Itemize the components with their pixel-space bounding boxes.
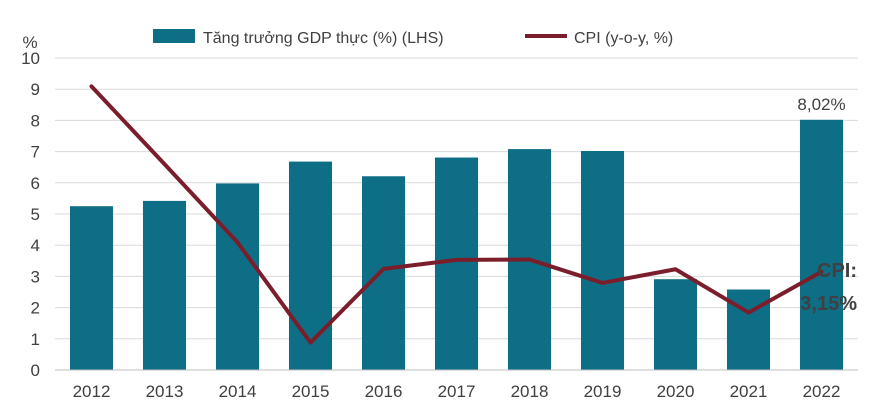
cpi-label-value: 3,15% xyxy=(800,293,857,315)
y-tick-label: 10 xyxy=(21,49,40,68)
gdp-bar xyxy=(215,183,260,370)
legend-swatch-gdp xyxy=(153,29,195,43)
x-tick-label: 2022 xyxy=(803,382,841,401)
bar-series xyxy=(69,119,844,370)
x-tick-label: 2015 xyxy=(292,382,330,401)
y-tick-label: 4 xyxy=(31,236,40,255)
x-tick-label: 2017 xyxy=(438,382,476,401)
y-tick-label: 1 xyxy=(31,330,40,349)
y-tick-label: 9 xyxy=(31,80,40,99)
gdp-bar xyxy=(288,161,333,370)
cpi-point xyxy=(163,162,166,166)
legend: Tăng trưởng GDP thực (%) (LHS) CPI (y-o-y… xyxy=(153,29,673,47)
cpi-point xyxy=(236,240,239,244)
gdp-bar xyxy=(653,279,698,370)
cpi-label-title: CPI: xyxy=(817,260,857,282)
y-tick-label: 7 xyxy=(31,143,40,162)
legend-label-cpi: CPI (y-o-y, %) xyxy=(574,30,673,47)
gdp-bar xyxy=(69,206,114,370)
x-tick-label: 2019 xyxy=(584,382,622,401)
x-tick-label: 2013 xyxy=(146,382,184,401)
last-bar-value-label: 8,02% xyxy=(797,95,845,114)
x-tick-label: 2020 xyxy=(657,382,695,401)
annotations: 8,02% CPI: 3,15% xyxy=(797,95,857,315)
gdp-bar xyxy=(580,150,625,370)
gdp-bar xyxy=(434,157,479,370)
y-tick-label: 8 xyxy=(31,111,40,130)
cpi-point xyxy=(382,267,385,271)
cpi-point xyxy=(747,311,750,315)
cpi-point xyxy=(455,258,458,262)
gdp-bar xyxy=(799,119,844,370)
y-tick-label: 2 xyxy=(31,299,40,318)
y-tick-label: 6 xyxy=(31,174,40,193)
x-tick-label: 2014 xyxy=(219,382,257,401)
y-tick-label: 3 xyxy=(31,267,40,286)
x-tick-label: 2018 xyxy=(511,382,549,401)
line-series xyxy=(89,84,824,345)
gdp-bar xyxy=(361,176,406,370)
x-tick-label: 2016 xyxy=(365,382,403,401)
axes: 0 1 2 3 4 5 6 7 8 9 10% 2012 2013 2014 2015 2016 2017 201… xyxy=(21,33,858,401)
y-tick-label: 5 xyxy=(31,205,40,224)
gdp-bar xyxy=(142,200,187,370)
cpi-point xyxy=(90,84,93,88)
cpi-point xyxy=(528,258,531,262)
x-tick-label: 2021 xyxy=(730,382,768,401)
cpi-point xyxy=(601,281,604,285)
y-unit-label: % xyxy=(22,33,37,52)
cpi-point xyxy=(309,341,312,345)
cpi-point xyxy=(674,267,677,271)
cpi-point xyxy=(820,270,823,274)
x-tick-label: 2012 xyxy=(73,382,111,401)
legend-label-gdp: Tăng trưởng GDP thực (%) (LHS) xyxy=(203,30,444,47)
y-tick-label: 0 xyxy=(31,361,40,380)
